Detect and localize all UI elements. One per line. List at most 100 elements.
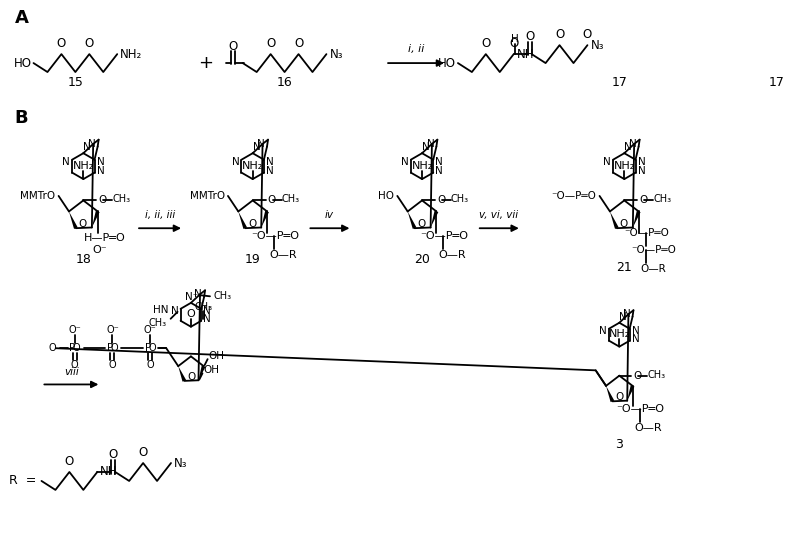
Text: 19: 19 <box>245 254 261 266</box>
Text: O⁻: O⁻ <box>144 326 156 335</box>
Text: 3: 3 <box>616 438 623 451</box>
Text: +: + <box>198 54 213 72</box>
Polygon shape <box>262 211 269 227</box>
Text: O: O <box>186 309 195 319</box>
Text: O: O <box>85 37 94 49</box>
Text: CH₃: CH₃ <box>451 194 469 204</box>
Text: O: O <box>98 195 107 205</box>
Text: N: N <box>632 326 639 336</box>
Text: N: N <box>435 156 443 167</box>
Text: MMTrO: MMTrO <box>190 191 225 201</box>
Text: N: N <box>96 166 104 176</box>
Text: O: O <box>481 37 490 49</box>
Text: 18: 18 <box>75 254 92 266</box>
Text: O: O <box>267 195 276 205</box>
Text: 17: 17 <box>612 76 627 89</box>
Text: H: H <box>511 34 518 44</box>
Text: N: N <box>258 138 265 149</box>
Text: N: N <box>266 166 274 176</box>
Text: ⁻O—P═O: ⁻O—P═O <box>420 232 468 242</box>
Text: O: O <box>147 360 154 370</box>
Text: NH₂: NH₂ <box>614 161 635 171</box>
Text: O: O <box>639 195 647 205</box>
Text: N: N <box>232 156 240 167</box>
Text: N: N <box>435 166 443 176</box>
Text: N: N <box>603 156 611 167</box>
Text: N: N <box>203 306 211 316</box>
Text: 16: 16 <box>277 76 292 89</box>
Text: CH₃: CH₃ <box>113 194 130 204</box>
Text: NH: NH <box>517 48 535 60</box>
Text: O—R: O—R <box>641 264 667 274</box>
Text: O: O <box>294 37 303 49</box>
Polygon shape <box>238 211 247 229</box>
Text: ⁻O—P═O: ⁻O—P═O <box>251 232 299 242</box>
Text: O: O <box>555 27 565 41</box>
Text: MMTrO: MMTrO <box>20 191 56 201</box>
Text: ⁻O—P═O: ⁻O—P═O <box>616 404 665 414</box>
Text: N₃: N₃ <box>330 48 343 60</box>
Text: HO: HO <box>438 57 456 70</box>
Text: CH₃: CH₃ <box>653 194 671 204</box>
Text: A: A <box>15 9 28 27</box>
Text: N₃: N₃ <box>590 38 604 52</box>
Text: N: N <box>203 314 211 324</box>
Text: N: N <box>266 156 274 167</box>
Text: CH₃: CH₃ <box>194 302 212 312</box>
Text: i, ii, iii: i, ii, iii <box>145 210 175 220</box>
Polygon shape <box>407 211 416 229</box>
Text: O: O <box>73 343 80 353</box>
Text: H—P═O: H—P═O <box>83 233 126 243</box>
Polygon shape <box>431 211 438 227</box>
Text: O⁻: O⁻ <box>68 326 81 335</box>
Text: O: O <box>437 195 446 205</box>
Text: O—R: O—R <box>438 250 466 260</box>
Text: O: O <box>109 360 117 370</box>
Text: O: O <box>109 447 117 461</box>
Text: O—R: O—R <box>634 423 663 433</box>
Text: O: O <box>65 455 74 468</box>
Text: N: N <box>253 142 261 152</box>
Text: N: N <box>83 142 92 152</box>
Text: O⁻: O⁻ <box>106 326 119 335</box>
Text: O—R: O—R <box>269 250 296 260</box>
Text: NH₂: NH₂ <box>411 161 433 171</box>
Text: O: O <box>228 40 237 53</box>
Text: O: O <box>418 219 426 229</box>
Text: i, ii: i, ii <box>408 44 424 54</box>
Text: O: O <box>266 37 275 49</box>
Text: ⁻O—P═O: ⁻O—P═O <box>625 228 670 238</box>
Text: O: O <box>509 37 518 49</box>
Text: O: O <box>111 343 118 353</box>
Text: O: O <box>620 219 628 229</box>
Text: O: O <box>79 219 87 229</box>
Polygon shape <box>178 366 186 382</box>
Text: HN: HN <box>153 305 168 315</box>
Text: O: O <box>57 37 66 49</box>
Text: NH₂: NH₂ <box>242 161 263 171</box>
Text: N: N <box>194 289 202 299</box>
Text: NH: NH <box>100 466 117 479</box>
Text: O: O <box>248 219 257 229</box>
Text: OH: OH <box>203 365 220 376</box>
Text: O⁻: O⁻ <box>92 245 108 255</box>
Text: 21: 21 <box>616 261 632 274</box>
Text: v, vi, vii: v, vi, vii <box>480 210 518 220</box>
Text: O: O <box>525 30 535 43</box>
Text: N: N <box>96 156 104 167</box>
Text: N: N <box>422 142 430 152</box>
Text: B: B <box>15 109 28 127</box>
Text: 15: 15 <box>67 76 83 89</box>
Text: viii: viii <box>64 367 79 377</box>
Text: NH₂: NH₂ <box>73 161 94 171</box>
Text: N: N <box>401 156 409 167</box>
Text: O: O <box>70 360 79 370</box>
Text: O: O <box>187 372 195 382</box>
Polygon shape <box>610 211 619 229</box>
Text: N: N <box>637 156 646 167</box>
Polygon shape <box>627 385 634 401</box>
Text: N: N <box>427 138 434 149</box>
Text: CH₃: CH₃ <box>214 292 232 301</box>
Text: HO: HO <box>14 57 32 70</box>
Text: O: O <box>583 27 592 41</box>
